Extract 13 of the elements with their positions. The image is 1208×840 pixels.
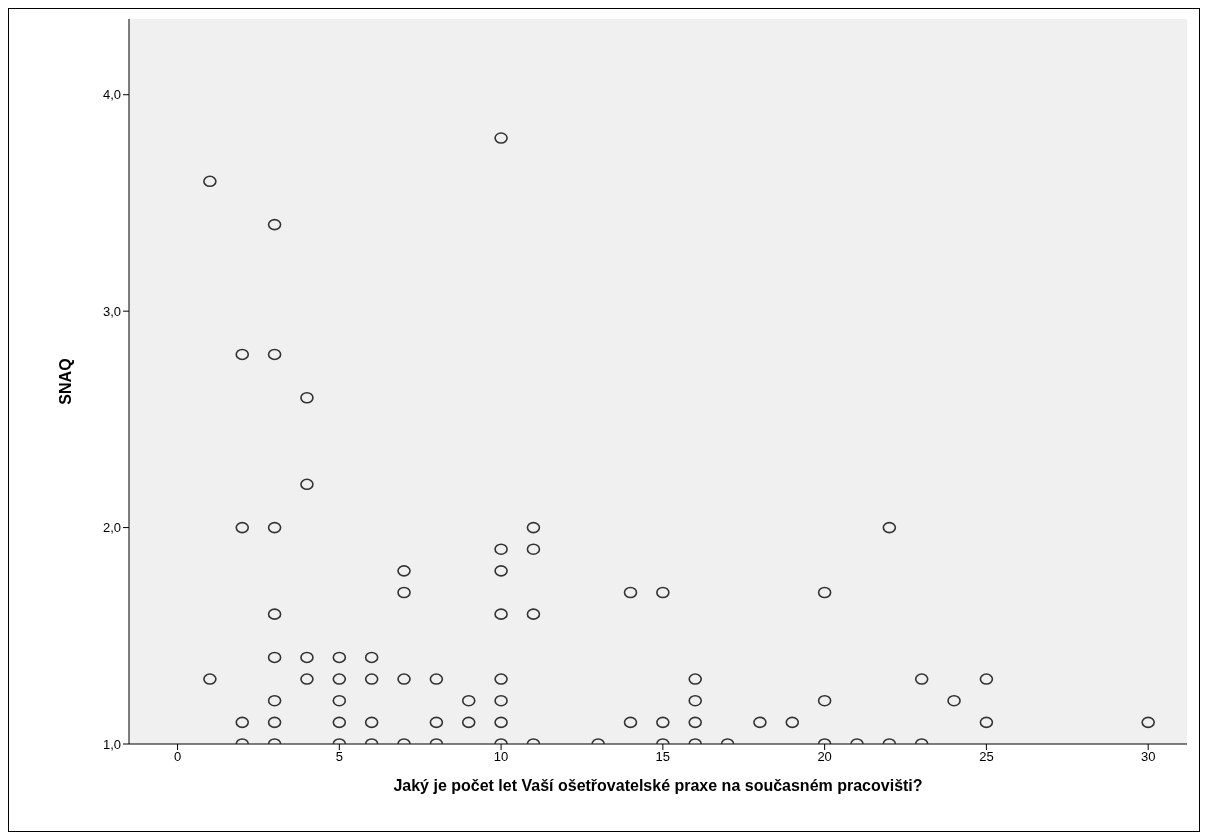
x-tick-label: 0 bbox=[173, 749, 182, 765]
x-tick-label: 20 bbox=[817, 749, 832, 765]
x-tick-label: 25 bbox=[979, 749, 994, 765]
x-tick-label: 30 bbox=[1140, 749, 1156, 765]
x-tick-label: 10 bbox=[493, 749, 509, 765]
y-tick-label: 1,0 bbox=[102, 736, 121, 752]
y-tick-label: 3,0 bbox=[102, 303, 121, 319]
y-axis-title: SNAQ bbox=[56, 358, 74, 405]
x-tick-label: 15 bbox=[655, 749, 671, 765]
x-axis-title: Jaký je počet let Vaší ošetřovatelské praxe na současném pracovišti? bbox=[393, 777, 923, 794]
x-tick-label: 5 bbox=[335, 749, 343, 765]
y-tick-label: 4,0 bbox=[102, 87, 121, 103]
y-tick-label: 2,0 bbox=[102, 520, 121, 536]
